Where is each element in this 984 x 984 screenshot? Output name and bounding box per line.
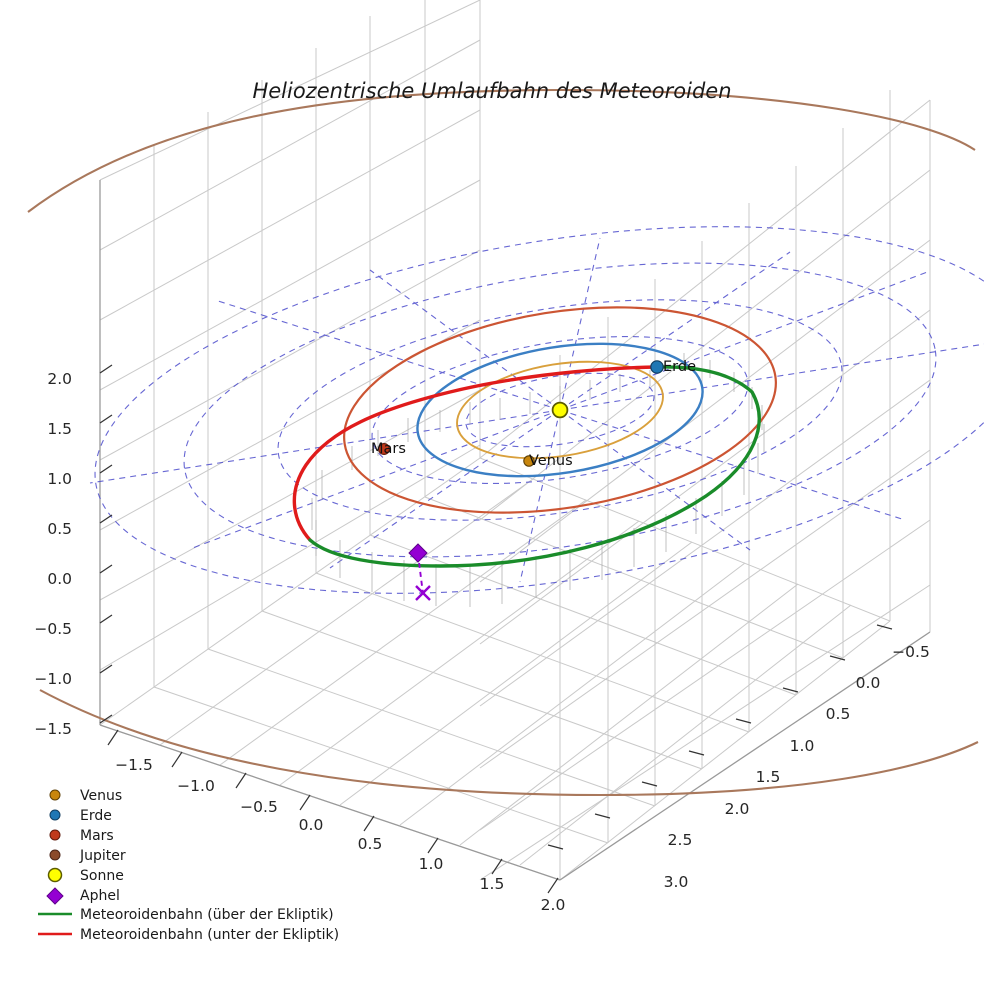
- y-tick-label: 2.0: [725, 800, 750, 818]
- pane-grid: [99, 0, 931, 881]
- z-tick-label: 2.0: [47, 370, 72, 388]
- sun-marker[interactable]: [551, 401, 569, 419]
- x-tick-label: 1.5: [480, 875, 505, 893]
- body-annotations: Erde Mars Venus: [371, 359, 696, 469]
- aphel-dropline: [417, 553, 424, 595]
- x-tick-label: −1.0: [177, 777, 215, 795]
- y-tick-label: 1.5: [756, 768, 781, 786]
- annotation-erde: Erde: [663, 359, 696, 375]
- z-axis: 2.0 1.5 1.0 0.5 0.0 −0.5 −1.0 −1.5: [34, 364, 113, 738]
- mars-marker[interactable]: [378, 443, 390, 455]
- polar-grid: [89, 226, 984, 594]
- x-tick-label: −0.5: [240, 798, 278, 816]
- venus-marker[interactable]: [523, 455, 535, 467]
- z-tick-label: −1.0: [34, 670, 72, 688]
- x-tick-label: −1.5: [115, 756, 153, 774]
- axis-spines: [99, 180, 931, 881]
- orbit-drop-lines: [311, 353, 765, 607]
- page-title: Heliozentrische Umlaufbahn des Meteoroid…: [252, 79, 731, 103]
- jupiter-orbit: [27, 88, 979, 797]
- y-tick-label: −0.5: [892, 643, 930, 661]
- x-tick-label: 2.0: [541, 896, 566, 914]
- y-tick-label: 2.5: [668, 831, 693, 849]
- legend-marker-circle-icon: [49, 809, 61, 821]
- meteoroid-orbit-below: [292, 365, 659, 542]
- z-tick-label: 0.5: [47, 520, 72, 538]
- legend-item-label: Jupiter: [79, 848, 126, 864]
- x-tick-label: 0.5: [358, 835, 383, 853]
- legend-marker-circle-icon: [49, 849, 61, 861]
- earth-marker[interactable]: [650, 360, 664, 374]
- legend-marker-diamond-icon: [46, 887, 64, 905]
- legend-item-label: Venus: [80, 788, 122, 804]
- annotation-venus: Venus: [529, 453, 573, 469]
- aphel-projection-x-icon: [415, 585, 431, 601]
- z-tick-label: 1.0: [47, 470, 72, 488]
- y-axis: −0.5 0.0 0.5 1.0 1.5 2.0 2.5 3.0: [547, 624, 930, 891]
- legend-item-label: Sonne: [80, 868, 124, 884]
- y-tick-label: 1.0: [790, 737, 815, 755]
- legend-marker-circle-icon: [49, 789, 61, 801]
- earth-orbit: [416, 342, 704, 478]
- x-tick-label: 1.0: [419, 855, 444, 873]
- legend-item-label: Mars: [80, 828, 114, 844]
- z-tick-label: −1.5: [34, 720, 72, 738]
- mars-orbit: [343, 306, 777, 514]
- x-axis: −1.5 −1.0 −0.5 0.0 0.5 1.0 1.5 2.0: [107, 729, 566, 914]
- legend-item-label: Aphel: [80, 888, 120, 904]
- aphel-diamond-icon[interactable]: [408, 543, 428, 563]
- y-tick-label: 3.0: [664, 873, 689, 891]
- aphel-group: [408, 543, 431, 601]
- legend-marker-circle-icon: [47, 867, 63, 883]
- x-tick-label: 0.0: [299, 816, 324, 834]
- y-tick-label: 0.5: [826, 705, 851, 723]
- legend: Venus Erde Mars Jupiter Sonne Aphel Mete…: [38, 788, 339, 943]
- annotation-mars: Mars: [371, 441, 406, 457]
- venus-orbit: [456, 360, 664, 460]
- legend-marker-circle-icon: [49, 829, 61, 841]
- z-tick-label: 1.5: [47, 420, 72, 438]
- body-markers: [378, 360, 664, 467]
- legend-item-label: Erde: [80, 808, 112, 824]
- z-tick-label: 0.0: [47, 570, 72, 588]
- z-tick-label: −0.5: [34, 620, 72, 638]
- y-tick-label: 0.0: [856, 674, 881, 692]
- legend-item-label: Meteoroidenbahn (über der Ekliptik): [80, 907, 334, 923]
- legend-item-label: Meteoroidenbahn (unter der Ekliptik): [80, 927, 339, 943]
- meteoroid-orbit-above: [308, 365, 761, 568]
